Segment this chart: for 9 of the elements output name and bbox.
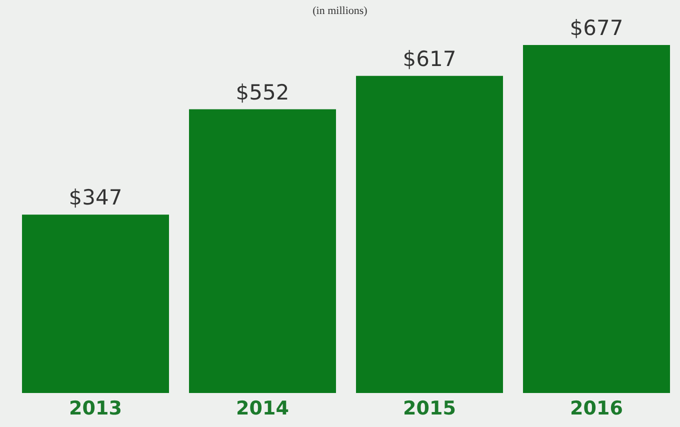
- data-label: $617: [402, 46, 456, 71]
- x-tick-label: 2016: [570, 397, 623, 420]
- chart-title: (in millions): [312, 5, 368, 17]
- data-label: $347: [68, 186, 122, 210]
- data-label: $552: [236, 80, 290, 104]
- x-tick-label: 2014: [236, 397, 289, 420]
- x-tick-label: 2013: [69, 397, 122, 420]
- data-label: $677: [570, 16, 624, 40]
- x-tick-label: 2015: [403, 397, 456, 420]
